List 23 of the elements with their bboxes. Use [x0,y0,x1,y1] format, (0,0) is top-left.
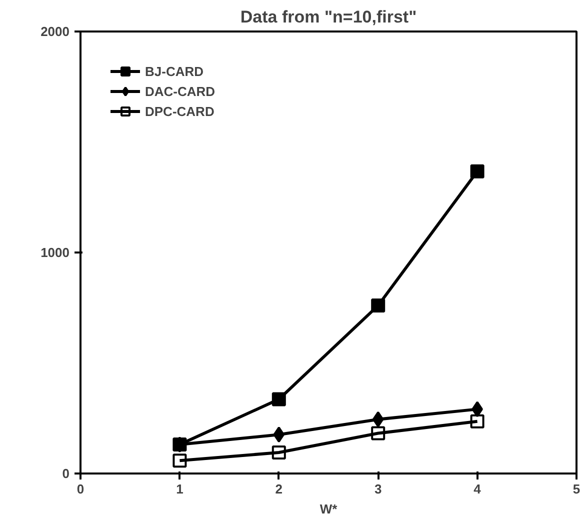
point [372,411,384,428]
point [272,446,286,460]
x-tick-label: 2 [275,482,283,496]
y-tick-label: 0 [62,466,70,481]
y-tick-label: 1000 [40,245,70,260]
x-tick-label: 1 [176,482,184,496]
point [371,426,386,440]
point [470,164,484,178]
point [273,426,285,443]
x-tick-label: 4 [474,482,482,496]
point [172,454,187,468]
x-tick-label: 3 [374,482,382,496]
x-tick-label: 5 [572,482,580,496]
x-tick-label: 0 [76,482,84,496]
point [272,392,286,406]
legend-label: DAC-CARD [145,84,216,98]
legend-label: DPC-CARD [145,104,214,118]
x-axis-title: W* [320,502,338,516]
legend-label: BJ-CARD [145,64,204,78]
point [470,414,484,428]
y-tick-label: 2000 [40,24,70,39]
point [371,298,386,313]
chart-title: Data from "n=10,first" [240,8,417,26]
